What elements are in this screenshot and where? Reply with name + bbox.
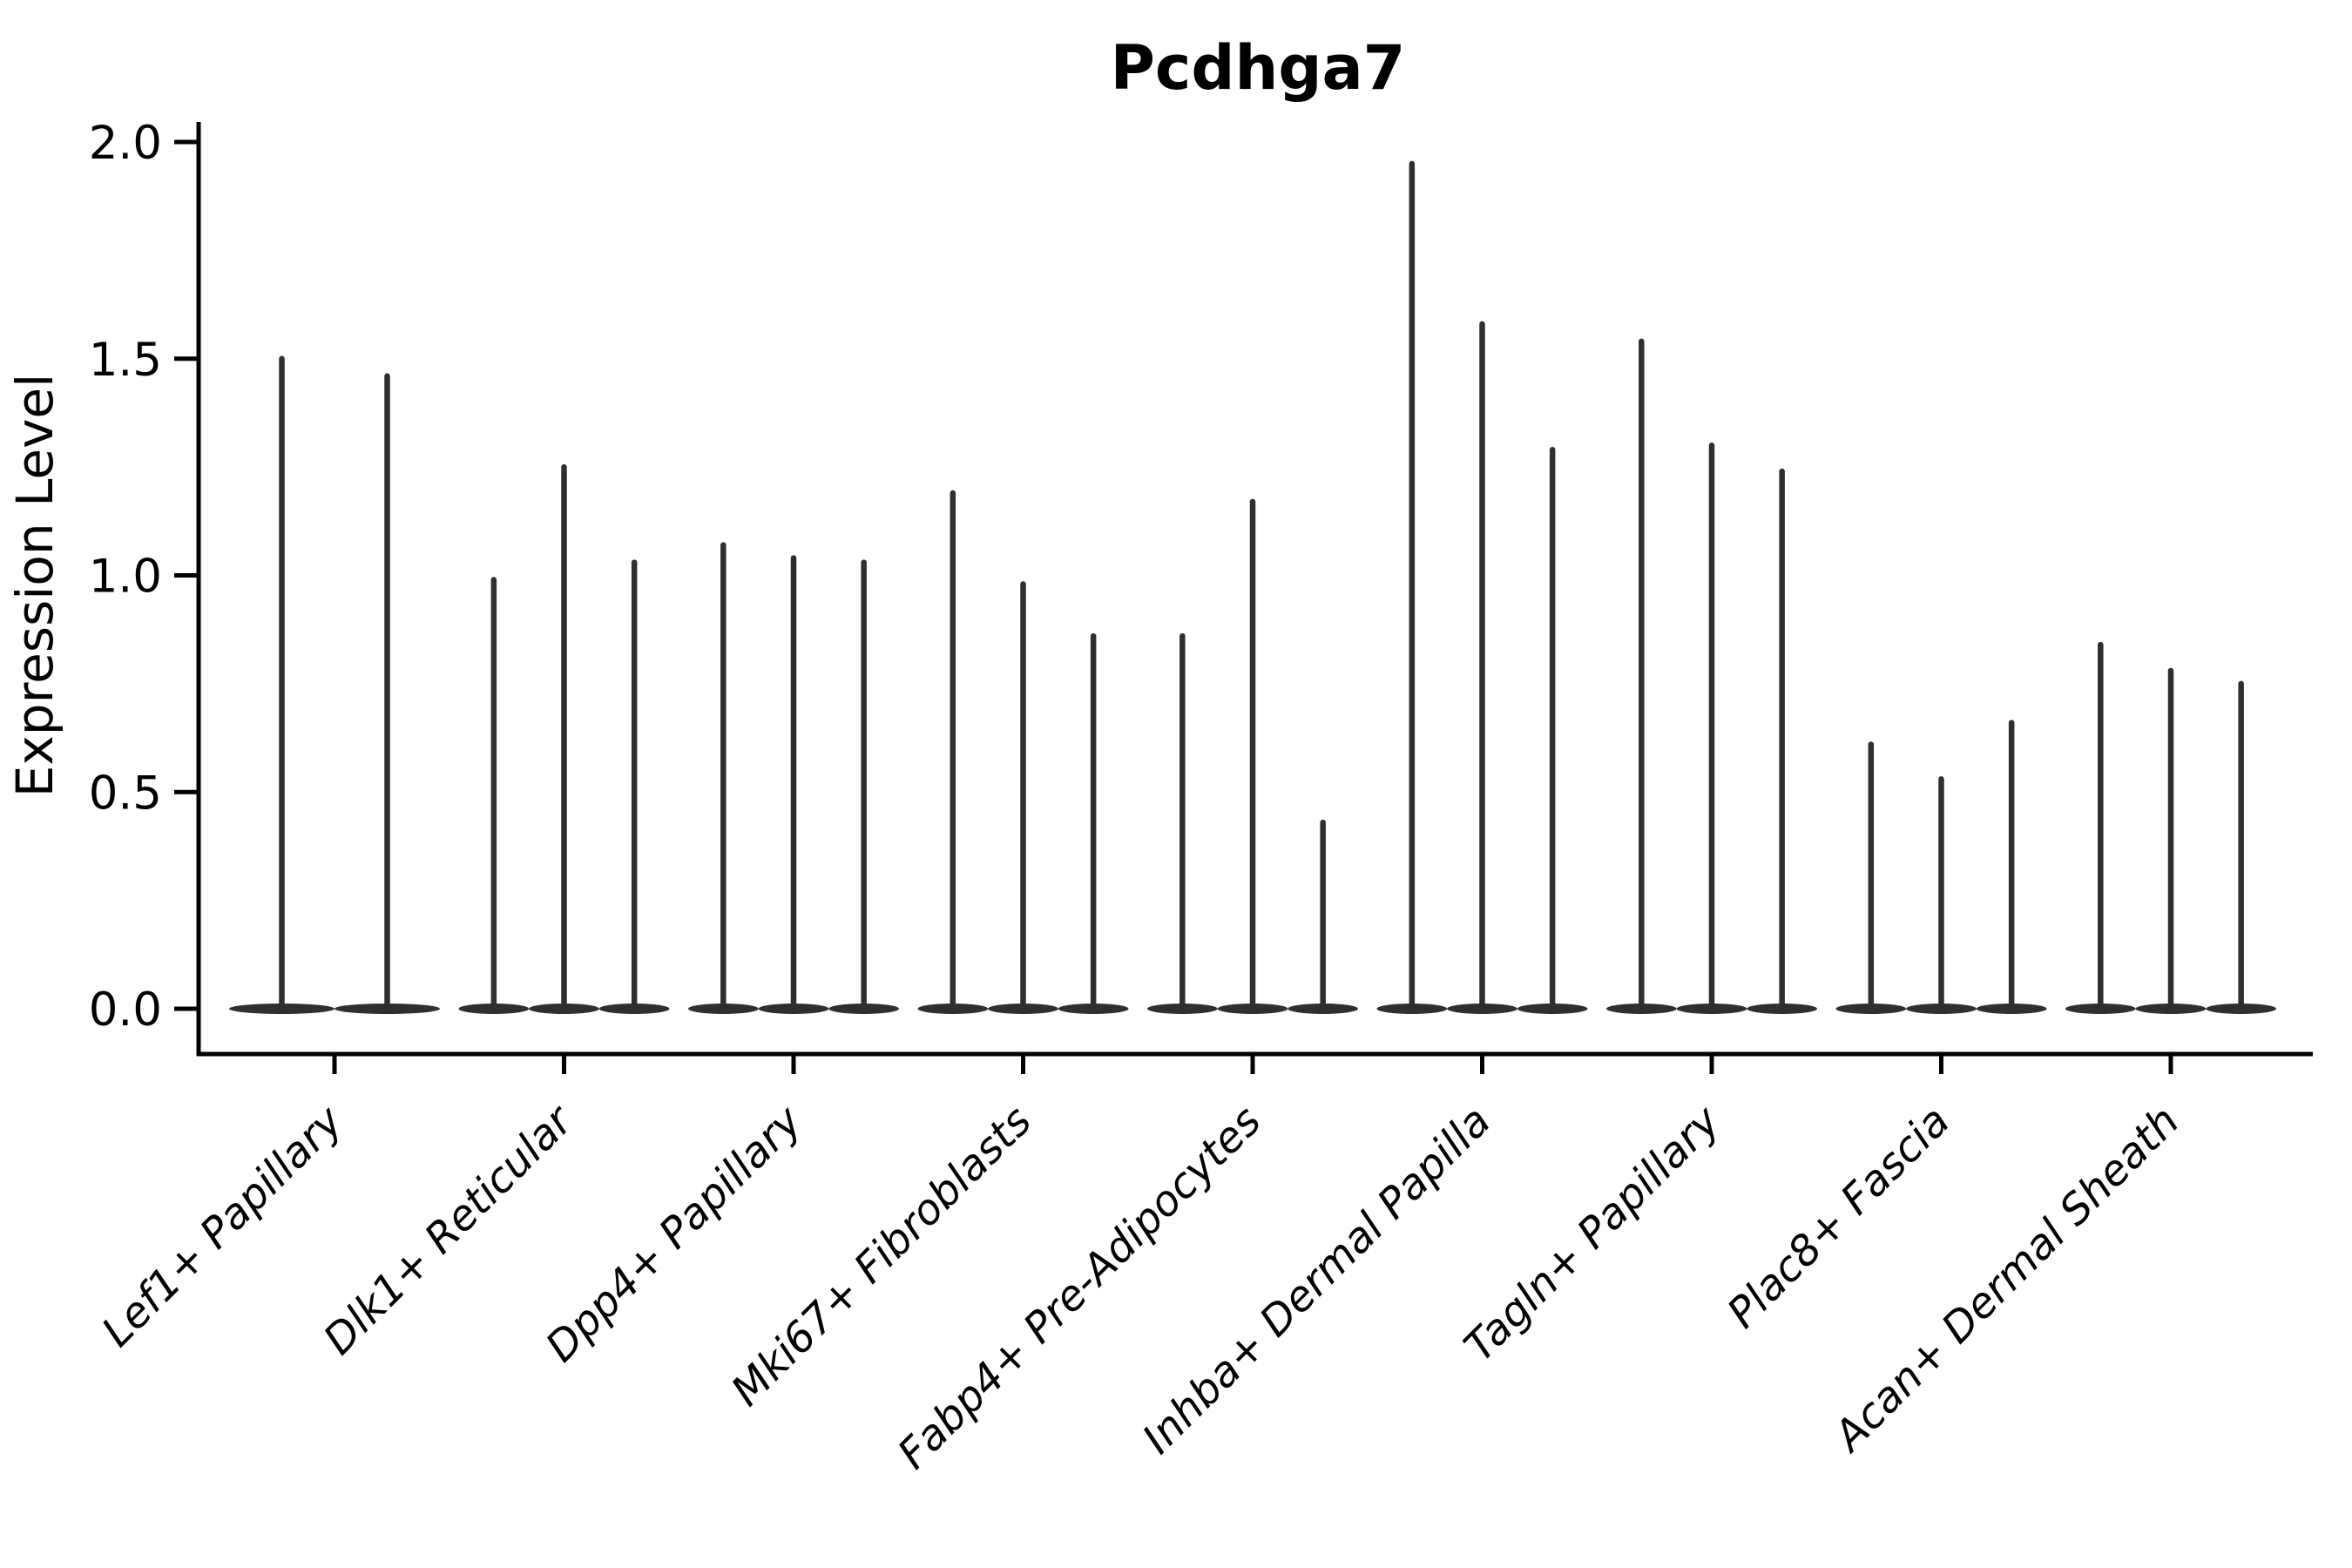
y-tick-label: 0.0 — [89, 983, 162, 1037]
violin — [688, 542, 759, 1014]
violin — [828, 559, 899, 1014]
violin — [1147, 632, 1218, 1014]
violin — [1747, 468, 1817, 1014]
x-tick-label: Dpp4+ Papillary — [537, 1096, 812, 1371]
x-tick-label: Plac8+ Fascia — [1718, 1097, 1959, 1338]
y-axis-label: Expression Level — [5, 374, 64, 797]
violin — [458, 577, 530, 1014]
violins — [229, 160, 2277, 1014]
y-axis-ticks: 0.0 0.5 1.0 1.5 2.0 — [89, 117, 199, 1037]
x-tick-label: Dlk1+ Reticular — [314, 1095, 585, 1365]
y-tick-label: 1.5 — [89, 334, 162, 387]
y-tick-label: 2.0 — [89, 117, 162, 170]
x-tick-label: Lef1+ Papillary — [92, 1096, 353, 1356]
violin — [1217, 498, 1288, 1014]
violin — [2135, 667, 2207, 1014]
violin — [1906, 776, 1977, 1014]
violin — [335, 373, 440, 1014]
violin — [229, 355, 335, 1014]
y-tick-label: 1.0 — [89, 551, 162, 604]
violin — [1835, 741, 1907, 1014]
violin — [758, 555, 829, 1014]
violin — [2065, 641, 2136, 1014]
violin — [1376, 160, 1448, 1014]
violin — [917, 490, 989, 1014]
violin — [1058, 632, 1129, 1014]
violin — [598, 559, 670, 1014]
violin — [2206, 680, 2277, 1014]
violin — [1288, 819, 1358, 1014]
violin — [1606, 338, 1677, 1014]
violin — [1976, 720, 2047, 1014]
violin — [1517, 446, 1588, 1014]
x-tick-label: Tagln+ Papillary — [1455, 1096, 1730, 1371]
x-tick-label: Fabp4+ Pre-Adipocytes — [889, 1097, 1271, 1479]
violin — [1676, 443, 1747, 1014]
violin — [1447, 321, 1517, 1014]
violin — [529, 463, 599, 1014]
y-tick-label: 0.5 — [89, 767, 162, 820]
page-title: Pcdhga7 — [1111, 32, 1406, 104]
violin — [988, 581, 1058, 1014]
